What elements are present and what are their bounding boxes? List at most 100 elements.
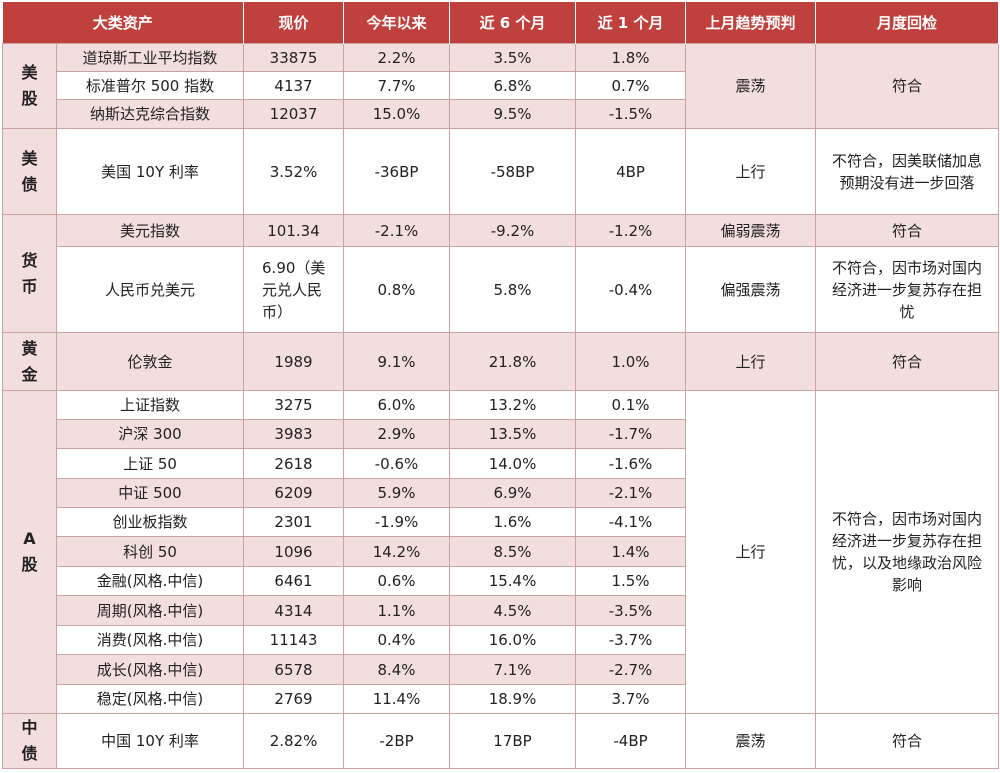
one-month-cell: -4BP bbox=[575, 713, 687, 769]
ytd-cell: -0.6% bbox=[343, 448, 451, 479]
asset-name-cell: 中国 10Y 利率 bbox=[55, 713, 245, 769]
table-row: A 股上证指数 3275 6.0% 13.2% 0.1% 上行 不符合，因市场对国内经济进一… bbox=[2, 390, 1000, 714]
ytd-cell: -1.9% bbox=[343, 507, 451, 537]
header-1m: 近 1 个月 bbox=[575, 2, 687, 44]
header-ytd: 今年以来 bbox=[343, 2, 451, 44]
trend-cell: 上行 bbox=[685, 332, 817, 391]
one-month-cell: -3.5% bbox=[575, 595, 687, 626]
one-month-cell: -1.2% bbox=[575, 214, 687, 247]
one-month-cell: -4.1% bbox=[575, 507, 687, 537]
six-month-cell: 6.8% bbox=[449, 71, 577, 100]
check-cell: 不符合，因市场对国内经济进一步复苏存在担忧，以及地缘政治风险影响 bbox=[815, 390, 1000, 714]
price-cell: 3.52% bbox=[243, 128, 345, 215]
trend-cell: 偏弱震荡 bbox=[685, 214, 817, 247]
six-month-cell: 4.5% bbox=[449, 595, 577, 626]
asset-name-cell: 中证 500 bbox=[55, 478, 245, 508]
six-month-cell: 15.4% bbox=[449, 566, 577, 596]
one-month-cell: 0.1% bbox=[575, 390, 687, 420]
asset-name-cell: 成长(风格.中信) bbox=[55, 654, 245, 685]
one-month-cell: -3.7% bbox=[575, 625, 687, 655]
six-month-cell: -9.2% bbox=[449, 214, 577, 247]
table-row: 中证 500 6209 5.9% 6.9% -2.1% bbox=[3, 478, 999, 508]
check-cell: 符合 bbox=[815, 332, 1000, 391]
price-cell: 3983 bbox=[243, 419, 345, 449]
one-month-cell: -0.4% bbox=[575, 246, 687, 333]
ytd-cell: 11.4% bbox=[343, 684, 451, 714]
table-row: 金融(风格.中信) 6461 0.6% 15.4% 1.5% bbox=[3, 566, 999, 596]
ytd-cell: 6.0% bbox=[343, 390, 451, 420]
asset-name-cell: 上证 50 bbox=[55, 448, 245, 479]
header-asset-class: 大类资产 bbox=[2, 2, 245, 44]
table-row: 周期(风格.中信) 4314 1.1% 4.5% -3.5% bbox=[3, 595, 999, 626]
trend-cell: 偏强震荡 bbox=[685, 246, 817, 333]
price-cell: 12037 bbox=[243, 99, 345, 129]
asset-name-cell: 美元指数 bbox=[55, 214, 245, 247]
six-month-cell: 3.5% bbox=[449, 43, 577, 72]
header-trend-forecast: 上月趋势预判 bbox=[685, 2, 817, 44]
asset-name-cell: 金融(风格.中信) bbox=[55, 566, 245, 596]
asset-name-cell: 道琼斯工业平均指数 bbox=[55, 43, 245, 72]
price-cell: 2.82% bbox=[243, 713, 345, 769]
price-cell: 6.90（美元兑人民币） bbox=[243, 246, 345, 333]
asset-name-cell: 标准普尔 500 指数 bbox=[55, 71, 245, 100]
asset-name-cell: 消费(风格.中信) bbox=[55, 625, 245, 655]
one-month-cell: -2.1% bbox=[575, 478, 687, 508]
ytd-cell: 0.4% bbox=[343, 625, 451, 655]
six-month-cell: 13.5% bbox=[449, 419, 577, 449]
table-row: 科创 50 1096 14.2% 8.5% 1.4% bbox=[3, 536, 999, 567]
check-cell: 不符合，因市场对国内经济进一步复苏存在担忧 bbox=[815, 246, 1000, 333]
price-cell: 3275 bbox=[243, 390, 345, 420]
price-cell: 2301 bbox=[243, 507, 345, 537]
six-month-cell: 1.6% bbox=[449, 507, 577, 537]
asset-name-cell: 美国 10Y 利率 bbox=[55, 128, 245, 215]
table-row: 中 债中国 10Y 利率 2.82% -2BP 17BP -4BP 震荡 符合 bbox=[2, 713, 1000, 769]
price-cell: 2769 bbox=[243, 684, 345, 714]
ytd-cell: 8.4% bbox=[343, 654, 451, 685]
ytd-cell: -36BP bbox=[343, 128, 451, 215]
table-row: 上证 50 2618 -0.6% 14.0% -1.6% bbox=[3, 448, 999, 479]
asset-name-cell: 创业板指数 bbox=[55, 507, 245, 537]
table-row: 沪深 300 3983 2.9% 13.5% -1.7% bbox=[3, 419, 999, 449]
price-cell: 11143 bbox=[243, 625, 345, 655]
ytd-cell: 0.8% bbox=[343, 246, 451, 333]
category-cell: 货 币 bbox=[2, 214, 57, 333]
check-cell: 符合 bbox=[815, 713, 1000, 769]
asset-name-cell: 上证指数 bbox=[55, 390, 245, 420]
ytd-cell: 5.9% bbox=[343, 478, 451, 508]
asset-name-cell: 周期(风格.中信) bbox=[55, 595, 245, 626]
table-row: 人民币兑美元 6.90（美元兑人民币） 0.8% 5.8% -0.4% 偏强震荡 不符合，因… bbox=[3, 246, 1000, 333]
six-month-cell: 18.9% bbox=[449, 684, 577, 714]
category-cell: 黄 金 bbox=[2, 332, 57, 391]
header-monthly-check: 月度回检 bbox=[815, 2, 1000, 44]
price-cell: 4314 bbox=[243, 595, 345, 626]
one-month-cell: 4BP bbox=[575, 128, 687, 215]
six-month-cell: -58BP bbox=[449, 128, 577, 215]
six-month-cell: 5.8% bbox=[449, 246, 577, 333]
header-price: 现价 bbox=[243, 2, 345, 44]
category-cell: A 股 bbox=[2, 390, 57, 714]
table-row: 纳斯达克综合指数 12037 15.0% 9.5% -1.5% bbox=[3, 99, 999, 129]
six-month-cell: 17BP bbox=[449, 713, 577, 769]
table-row: 创业板指数 2301 -1.9% 1.6% -4.1% bbox=[3, 507, 999, 537]
asset-name-cell: 纳斯达克综合指数 bbox=[55, 99, 245, 129]
trend-cell: 震荡 bbox=[685, 713, 817, 769]
six-month-cell: 9.5% bbox=[449, 99, 577, 129]
table-row: 美 股道琼斯工业平均指数 33875 2.2% 3.5% 1.8% 震荡 符合 bbox=[2, 43, 1000, 129]
ytd-cell: 2.2% bbox=[343, 43, 451, 72]
price-cell: 2618 bbox=[243, 448, 345, 479]
table-row: 稳定(风格.中信) 2769 11.4% 18.9% 3.7% bbox=[3, 684, 999, 714]
six-month-cell: 8.5% bbox=[449, 536, 577, 567]
check-cell: 符合 bbox=[815, 43, 1000, 129]
six-month-cell: 21.8% bbox=[449, 332, 577, 391]
check-cell: 不符合，因美联储加息预期没有进一步回落 bbox=[815, 128, 1000, 215]
one-month-cell: 0.7% bbox=[575, 71, 687, 100]
asset-name-cell: 稳定(风格.中信) bbox=[55, 684, 245, 714]
price-cell: 1989 bbox=[243, 332, 345, 391]
one-month-cell: 1.8% bbox=[575, 43, 687, 72]
one-month-cell: 1.5% bbox=[575, 566, 687, 596]
asset-name-cell: 科创 50 bbox=[55, 536, 245, 567]
trend-cell: 震荡 bbox=[685, 43, 817, 129]
ytd-cell: 0.6% bbox=[343, 566, 451, 596]
price-cell: 33875 bbox=[243, 43, 345, 72]
